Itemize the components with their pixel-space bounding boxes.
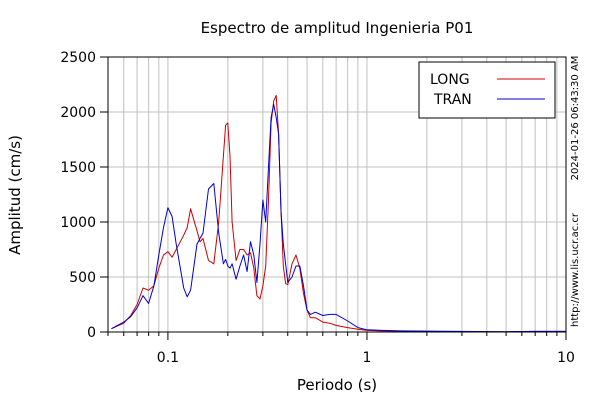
timestamp-label: 2024-01-26 06:43:30 AM (570, 56, 581, 181)
x-axis-ticks: 0.1 1 10 (107, 332, 575, 366)
x-tick-label: 1 (362, 350, 371, 366)
x-tick-label: 10 (557, 350, 575, 366)
y-tick-label: 2500 (60, 50, 96, 66)
legend-label-tran: TRAN (433, 92, 472, 108)
series-line-tran (111, 103, 566, 333)
y-tick-label: 1000 (60, 215, 96, 231)
x-tick-label: 0.1 (157, 350, 179, 366)
grid-lines (107, 56, 567, 333)
y-tick-label: 500 (69, 270, 96, 286)
x-axis-label: Periodo (s) (297, 376, 377, 394)
y-axis-label: Amplitud (cm/s) (6, 135, 24, 255)
y-tick-label: 0 (87, 325, 96, 341)
y-tick-label: 1500 (60, 160, 96, 176)
legend: LONG TRAN (418, 61, 556, 119)
legend-label-long: LONG (430, 72, 470, 88)
chart-title: Espectro de amplitud Ingenieria P01 (201, 19, 474, 37)
source-url-label: http://www.lis.ucr.ac.cr (570, 212, 581, 327)
legend-box (418, 61, 556, 119)
y-tick-label: 2000 (60, 105, 96, 121)
plot-frame (107, 56, 567, 333)
series-layer (111, 95, 566, 333)
y-axis-ticks: 0 500 1000 1500 2000 2500 (60, 50, 108, 341)
series-line-long (111, 95, 566, 333)
